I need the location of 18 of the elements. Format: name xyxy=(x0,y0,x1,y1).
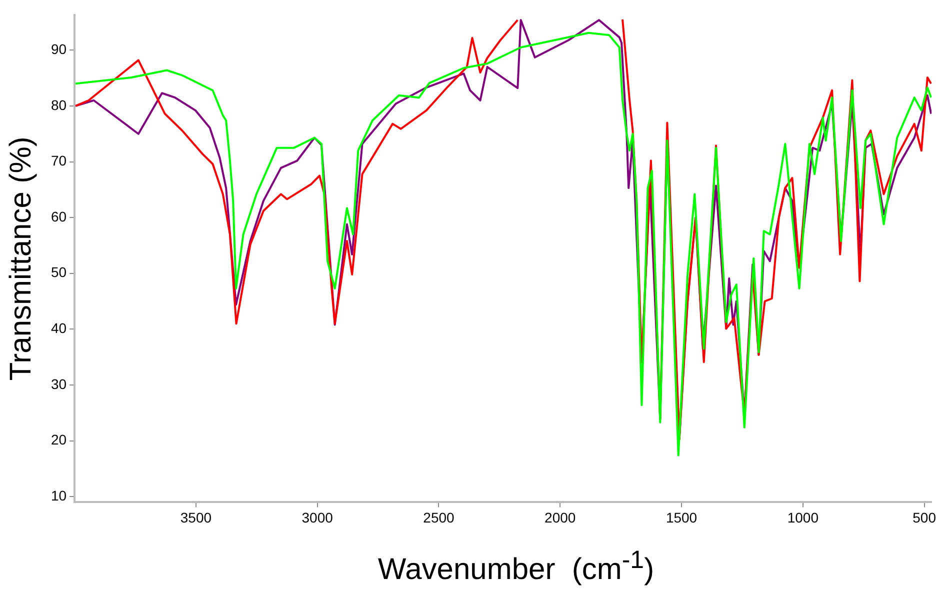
x-tick-label: 1500 xyxy=(666,509,698,526)
x-tick-label: 1000 xyxy=(787,509,819,526)
x-tick-label: 3000 xyxy=(302,509,334,526)
x-tick-label: 2500 xyxy=(423,509,455,526)
y-tick-label: 20 xyxy=(50,432,67,448)
y-tick-label: 40 xyxy=(50,320,67,336)
y-tick-label: 90 xyxy=(50,41,67,58)
x-tick-label: 3500 xyxy=(180,509,212,526)
x-axis-title: Wavenumber (cm$^{-1}$) xyxy=(376,545,656,588)
y-tick-label: 80 xyxy=(50,96,67,113)
y-tick-label: 70 xyxy=(50,152,67,169)
y-axis-title: Transmittance (%) xyxy=(4,136,38,381)
x-tick-label: 500 xyxy=(912,509,936,526)
x-tick-label: 2000 xyxy=(544,509,576,526)
y-tick-label: 50 xyxy=(50,264,67,280)
y-tick-label: 60 xyxy=(50,208,67,224)
y-tick-label: 10 xyxy=(50,487,67,504)
y-tick-label: 30 xyxy=(50,376,67,392)
